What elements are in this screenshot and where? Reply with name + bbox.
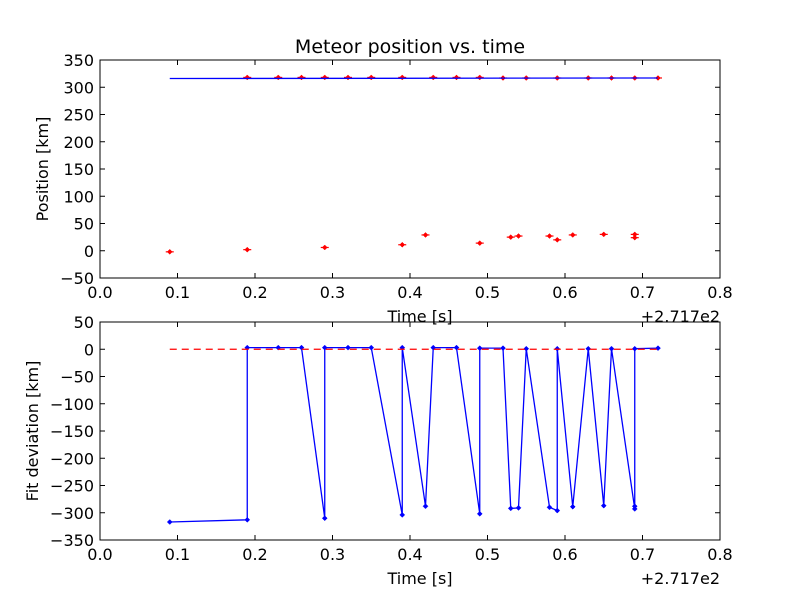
- bottom-y-tick-label: −350: [50, 531, 94, 550]
- bottom-deviation-point: [507, 505, 514, 512]
- bottom-deviation-point: [422, 503, 429, 510]
- bottom-x-tick-label: 0.7: [630, 545, 655, 564]
- top-y-tick-label: 250: [63, 106, 94, 125]
- top-data-point: [421, 232, 430, 238]
- top-chart-position-vs-time: 0.0 0.1 0.2 0.3 0.4 0.5 0.6 0.7 0.8 −50 0 50 100 150 2…: [33, 51, 733, 326]
- bottom-x-tick-label: 0.6: [552, 545, 577, 564]
- top-data-point: [630, 234, 639, 241]
- top-data-point: [475, 240, 484, 246]
- point-marker: [569, 232, 576, 238]
- bottom-y-tick-label: −150: [50, 422, 94, 441]
- point-marker: [244, 246, 251, 253]
- top-x-tick-label: 0.3: [320, 283, 345, 302]
- top-y-tick-label: 350: [63, 51, 94, 70]
- bottom-y-tick-label: −250: [50, 477, 94, 496]
- bottom-deviation-point: [600, 502, 607, 509]
- point-marker: [399, 241, 406, 248]
- top-x-offset-label: +2.717e2: [641, 307, 720, 326]
- bottom-x-tick-label: 0.5: [475, 545, 500, 564]
- bottom-x-axis-label: Time [s]: [386, 569, 452, 588]
- bottom-deviation-point: [476, 345, 483, 352]
- bottom-deviation-point: [569, 503, 576, 510]
- point-marker: [631, 234, 638, 241]
- bottom-x-offset-label: +2.717e2: [641, 569, 720, 588]
- bottom-deviation-point: [244, 516, 251, 523]
- bottom-deviation-point: [321, 515, 328, 522]
- top-y-tick-label: 300: [63, 78, 94, 97]
- top-data-point: [506, 234, 515, 240]
- bottom-x-tick-label: 0.3: [320, 545, 345, 564]
- bottom-deviation-point: [515, 504, 522, 511]
- top-x-tick-label: 0.5: [475, 283, 500, 302]
- bottom-x-tick-label: 0.8: [707, 545, 732, 564]
- point-marker: [476, 240, 483, 246]
- bottom-x-tick-label: 0.1: [165, 545, 190, 564]
- top-x-tick-label: 0.4: [397, 283, 422, 302]
- point-marker: [600, 231, 607, 238]
- bottom-deviation-point: [500, 345, 506, 352]
- bottom-deviation-point: [585, 345, 592, 352]
- bottom-y-axis-label: Fit deviation [km]: [23, 361, 42, 502]
- bottom-x-tick-label: 0.4: [397, 545, 422, 564]
- point-marker: [166, 248, 173, 255]
- top-data-point: [599, 231, 608, 238]
- top-y-tick-label: 200: [63, 133, 94, 152]
- bottom-deviation-point: [399, 512, 406, 518]
- point-marker: [507, 234, 514, 240]
- top-x-tick-label: 0.6: [552, 283, 577, 302]
- top-y-tick-label: 0: [84, 242, 94, 261]
- top-data-point: [545, 233, 554, 239]
- bottom-deviation-point: [166, 519, 173, 525]
- top-data-point: [398, 241, 407, 248]
- bottom-y-tick-label: −300: [50, 504, 94, 523]
- bottom-y-tick-label: 50: [74, 313, 94, 332]
- top-data-point: [165, 248, 174, 255]
- bottom-deviation-point: [631, 345, 638, 352]
- bottom-y-tick-label: −200: [50, 449, 94, 468]
- top-data-point: [320, 244, 329, 251]
- bottom-deviation-point: [631, 503, 638, 510]
- top-chart-title: Meteor position vs. time: [295, 36, 525, 58]
- top-x-tick-label: 0.0: [87, 283, 112, 302]
- top-data-point: [243, 246, 252, 253]
- bottom-deviation-point: [608, 345, 615, 352]
- point-marker: [554, 236, 561, 243]
- top-data-point: [514, 233, 523, 239]
- top-y-tick-label: 100: [63, 187, 94, 206]
- point-marker: [422, 232, 429, 238]
- bottom-y-tick-label: −50: [60, 368, 94, 387]
- top-x-tick-label: 0.8: [707, 283, 732, 302]
- bottom-deviation-point: [554, 507, 561, 514]
- bottom-y-tick-label: −100: [50, 395, 94, 414]
- top-fit-line: [169, 77, 659, 80]
- bottom-x-tick-label: 0.2: [242, 545, 267, 564]
- top-data-point: [553, 236, 562, 243]
- top-x-axis-label: Time [s]: [386, 307, 452, 326]
- bottom-chart-fit-deviation: 0.0 0.1 0.2 0.3 0.4 0.5 0.6 0.7 0.8 −350 −300 −250 −…: [23, 313, 733, 588]
- top-x-tick-label: 0.2: [242, 283, 267, 302]
- point-marker: [546, 233, 553, 239]
- point-marker: [321, 244, 328, 251]
- bottom-x-tick-label: 0.0: [87, 545, 112, 564]
- top-data-point: [568, 232, 577, 238]
- top-x-tick-label: 0.7: [630, 283, 655, 302]
- bottom-deviation-point: [476, 510, 483, 517]
- top-x-tick-label: 0.1: [165, 283, 190, 302]
- top-y-tick-label: 150: [63, 160, 94, 179]
- bottom-deviation-point: [523, 345, 530, 352]
- bottom-deviation-point: [546, 504, 553, 511]
- point-marker: [515, 233, 522, 239]
- bottom-deviation-point: [345, 344, 351, 351]
- bottom-deviation-point: [368, 344, 375, 351]
- bottom-y-tick-label: 0: [84, 340, 94, 359]
- top-y-tick-label: 50: [74, 215, 94, 234]
- top-y-tick-label: −50: [60, 269, 94, 288]
- top-y-axis-label: Position [km]: [33, 117, 52, 222]
